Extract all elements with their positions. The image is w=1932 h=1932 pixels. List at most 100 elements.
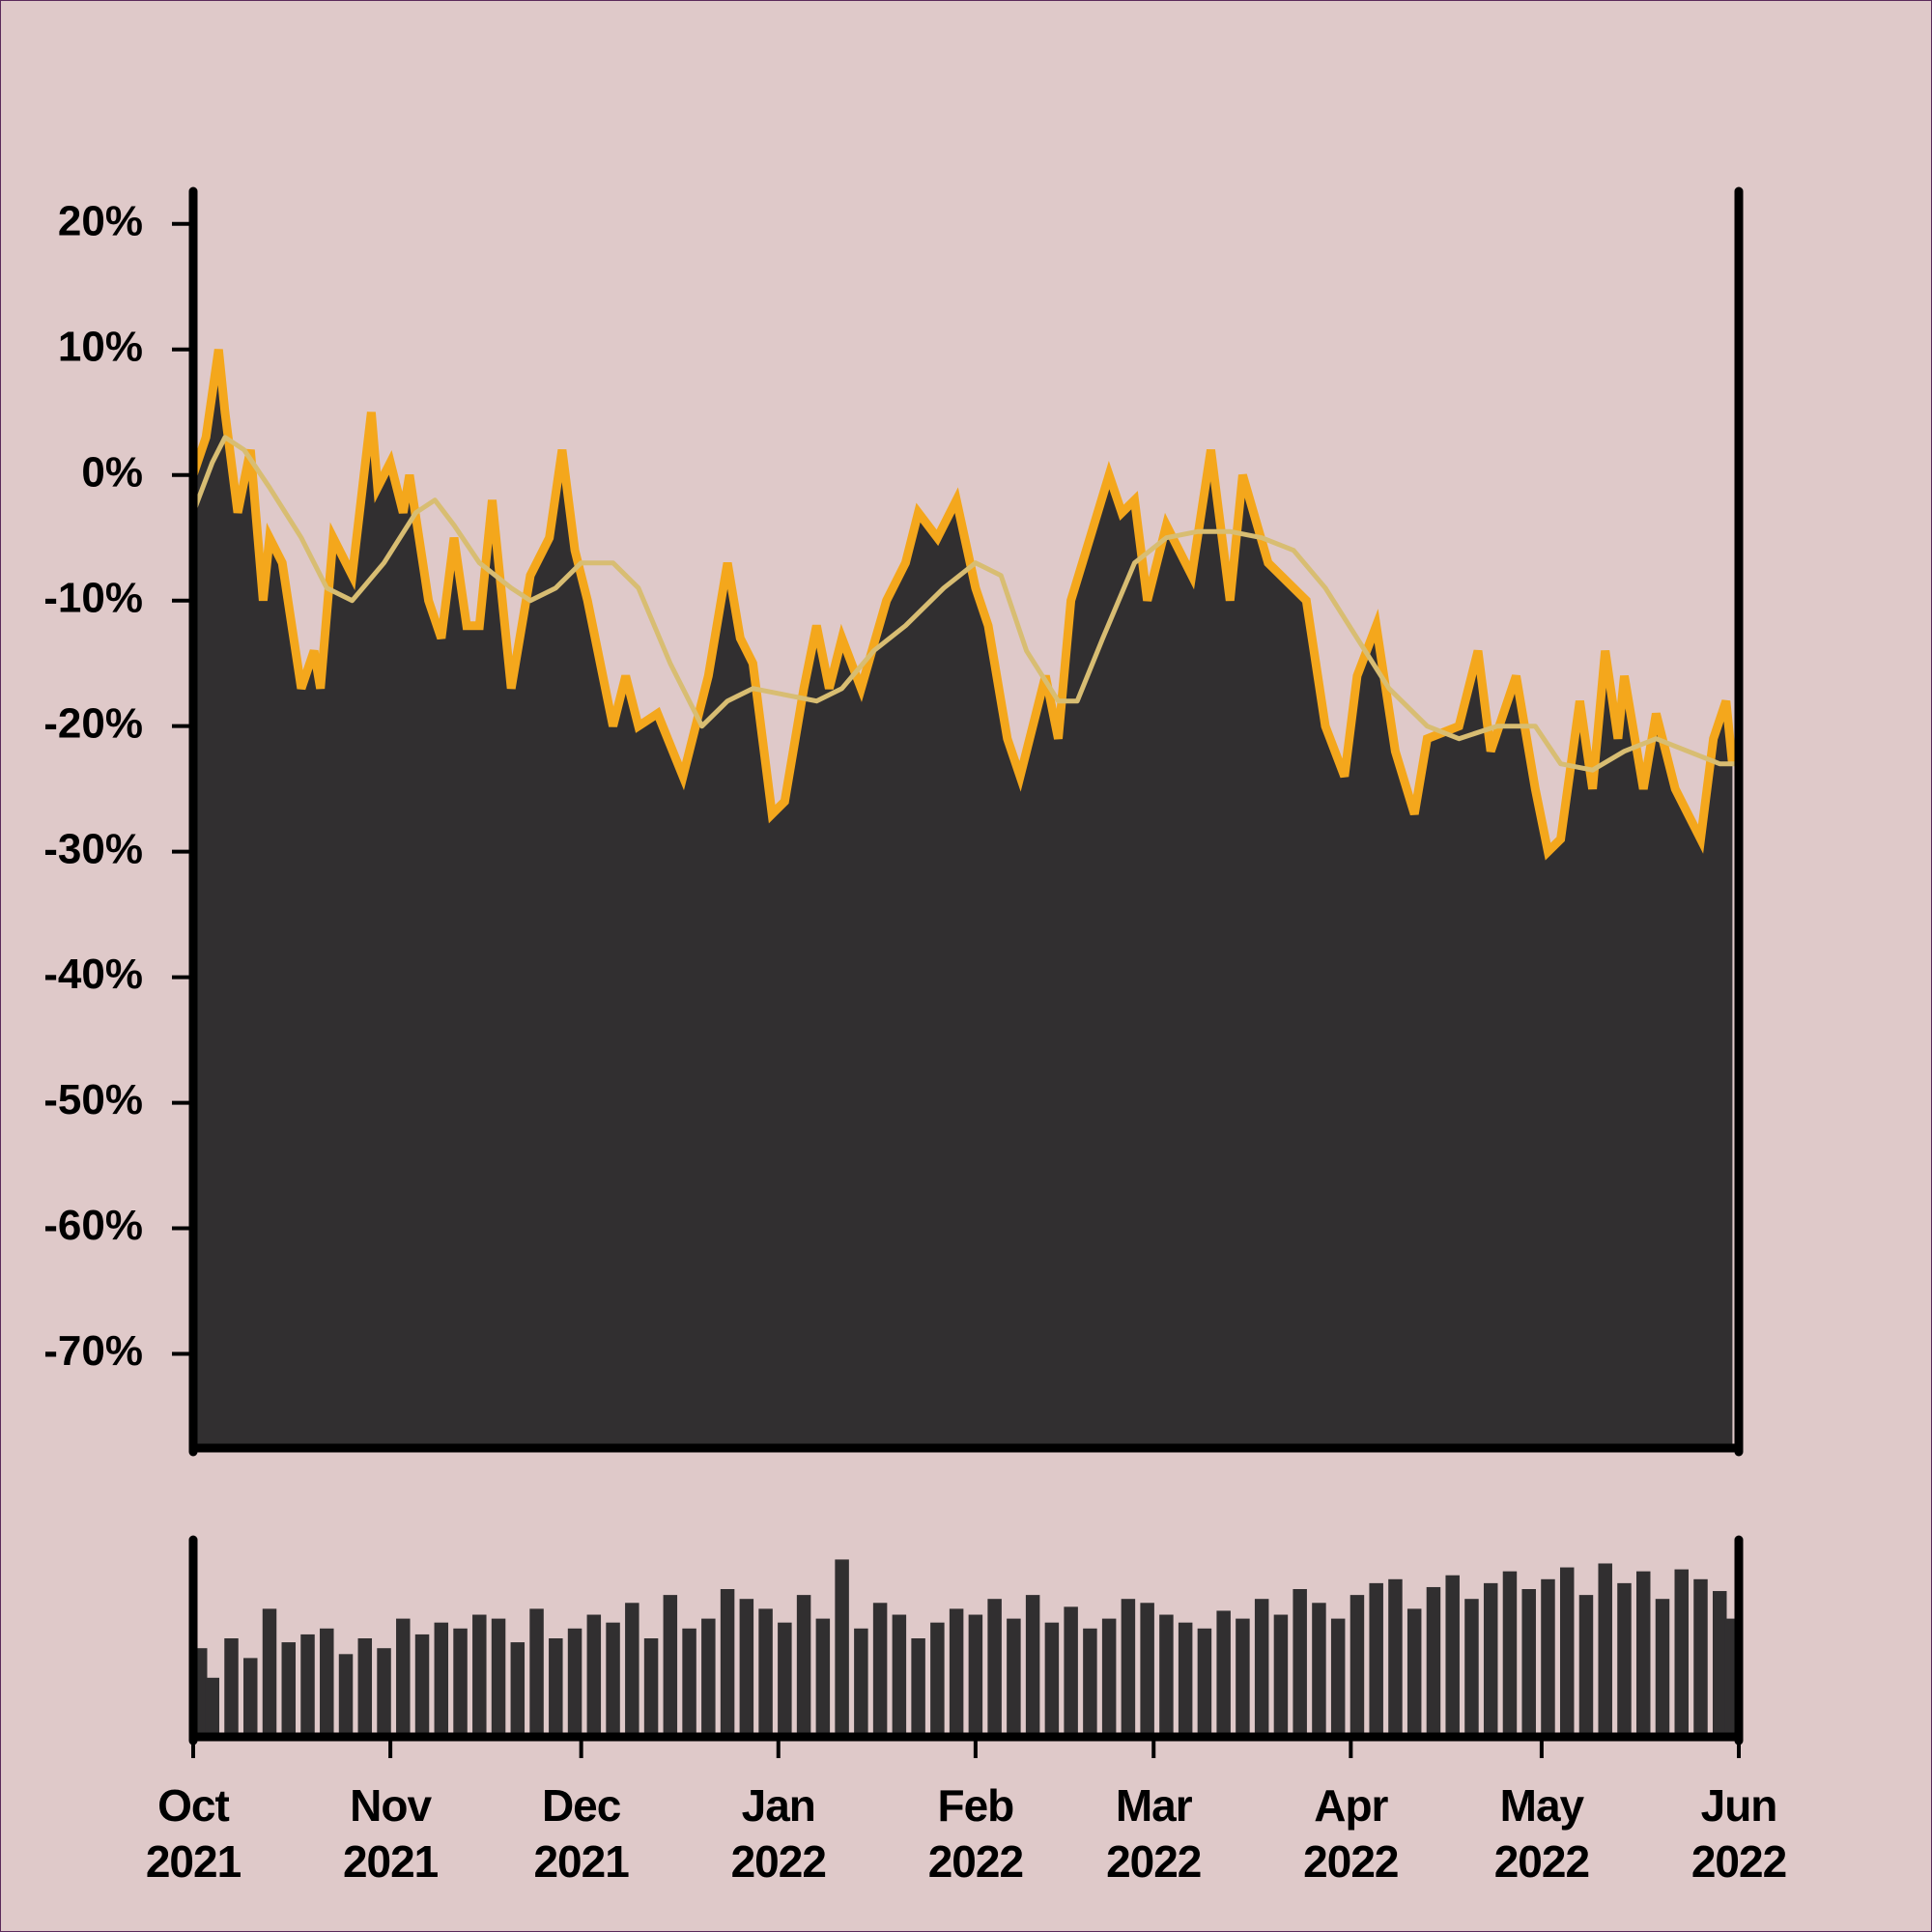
x-tick-label: Apr 2022 <box>1303 1780 1399 1887</box>
volume-bar <box>567 1628 582 1737</box>
y-tick-label: -10% <box>43 574 143 621</box>
volume-bar <box>835 1559 849 1737</box>
volume-bar <box>1713 1591 1727 1737</box>
volume-bar <box>1064 1606 1078 1737</box>
volume-bar <box>1293 1589 1307 1737</box>
volume-bar <box>701 1618 716 1737</box>
volume-bar <box>510 1642 526 1737</box>
volume-bar <box>243 1658 258 1737</box>
volume-bar <box>529 1608 544 1737</box>
y-tick-label: 20% <box>58 197 143 244</box>
volume-bar <box>414 1634 430 1737</box>
volume-bar <box>872 1603 888 1737</box>
volume-bar <box>1101 1618 1117 1737</box>
volume-bar <box>1216 1610 1231 1737</box>
volume-bar <box>1330 1618 1346 1737</box>
volume-bar <box>1273 1614 1289 1737</box>
volume-bar <box>453 1628 468 1737</box>
y-tick-label: -50% <box>43 1076 143 1123</box>
volume-bar <box>320 1628 334 1737</box>
y-tick-label: -60% <box>43 1202 143 1249</box>
area-edge <box>188 349 1737 861</box>
volume-bar <box>1369 1582 1383 1737</box>
x-tick-label: Jan 2022 <box>730 1780 827 1887</box>
volume-bar <box>987 1599 1002 1737</box>
volume-bar <box>1635 1571 1651 1737</box>
volume-bar <box>1578 1595 1594 1737</box>
volume-bar <box>930 1622 945 1737</box>
x-tick-label: Dec 2021 <box>533 1780 629 1887</box>
volume-bar <box>1388 1578 1403 1737</box>
volume-bar <box>739 1599 754 1737</box>
volume-bar <box>1464 1599 1479 1737</box>
volume-bar <box>1140 1603 1154 1737</box>
y-tick-label: -30% <box>43 825 143 872</box>
volume-bar <box>1693 1578 1708 1737</box>
volume-bar <box>300 1634 315 1737</box>
volume-bar <box>815 1618 831 1737</box>
volume-bar <box>396 1618 411 1737</box>
volume-bar <box>643 1638 659 1737</box>
volume-bar <box>854 1628 868 1737</box>
volume-bar <box>491 1618 506 1737</box>
volume-bar <box>262 1608 277 1737</box>
volume-bar <box>1406 1608 1422 1737</box>
y-tick-label: -40% <box>43 951 143 998</box>
y-tick-label: 10% <box>58 323 143 370</box>
volume-bar <box>1483 1582 1498 1737</box>
y-tick-label: -20% <box>43 699 143 747</box>
volume-bar <box>549 1638 563 1737</box>
volume-bar <box>1044 1622 1060 1737</box>
volume-bar <box>338 1654 354 1737</box>
volume-bar <box>472 1614 487 1737</box>
volume-bar <box>796 1595 811 1737</box>
volume-bar <box>434 1622 449 1737</box>
volume-bar <box>1541 1578 1555 1737</box>
volume-bar <box>606 1622 620 1737</box>
volume-bar <box>663 1595 678 1737</box>
volume-bar <box>1655 1599 1670 1737</box>
volume-bar <box>1502 1571 1518 1737</box>
volume-bar <box>1312 1603 1326 1737</box>
volume-bar <box>1674 1569 1689 1737</box>
volume-bar <box>1159 1614 1174 1737</box>
x-tick-label: Jun 2022 <box>1690 1780 1787 1887</box>
volume-bar <box>1521 1589 1536 1737</box>
x-tick-label: Feb 2022 <box>927 1780 1024 1887</box>
y-tick-label: 0% <box>81 448 143 496</box>
volume-bar <box>1007 1618 1021 1737</box>
x-tick-label: Nov 2021 <box>342 1780 439 1887</box>
volume-bar <box>1559 1567 1575 1737</box>
volume-bar <box>911 1638 925 1737</box>
x-tick-label: Oct 2021 <box>145 1780 242 1887</box>
volume-bar <box>968 1614 983 1737</box>
volume-bar <box>1121 1599 1136 1737</box>
volume-bar <box>892 1614 907 1737</box>
volume-bar <box>1197 1628 1212 1737</box>
volume-bar <box>224 1638 239 1737</box>
volume-bar <box>1350 1595 1365 1737</box>
volume-bar <box>758 1608 773 1737</box>
volume-bar <box>949 1608 964 1737</box>
y-tick-label: -70% <box>43 1327 143 1375</box>
area <box>193 349 1733 1448</box>
volume-bar <box>1426 1586 1441 1737</box>
x-tick-label: Mar 2022 <box>1106 1780 1202 1887</box>
volume-bar <box>205 1677 219 1737</box>
volume-bar <box>1445 1575 1460 1737</box>
volume-bar <box>1617 1582 1632 1737</box>
volume-bar <box>1598 1563 1612 1737</box>
volume-bar <box>625 1603 639 1737</box>
volume-bar <box>357 1638 373 1737</box>
volume-bar <box>586 1614 602 1737</box>
volume-bar <box>1236 1618 1250 1737</box>
volume-bar <box>720 1589 735 1737</box>
volume-bar <box>1178 1622 1193 1737</box>
volume-bar <box>1254 1599 1269 1737</box>
volume-bar <box>778 1622 792 1737</box>
volume-bar <box>682 1628 696 1737</box>
volume-bar <box>377 1648 391 1737</box>
volume-bar <box>1025 1595 1040 1737</box>
